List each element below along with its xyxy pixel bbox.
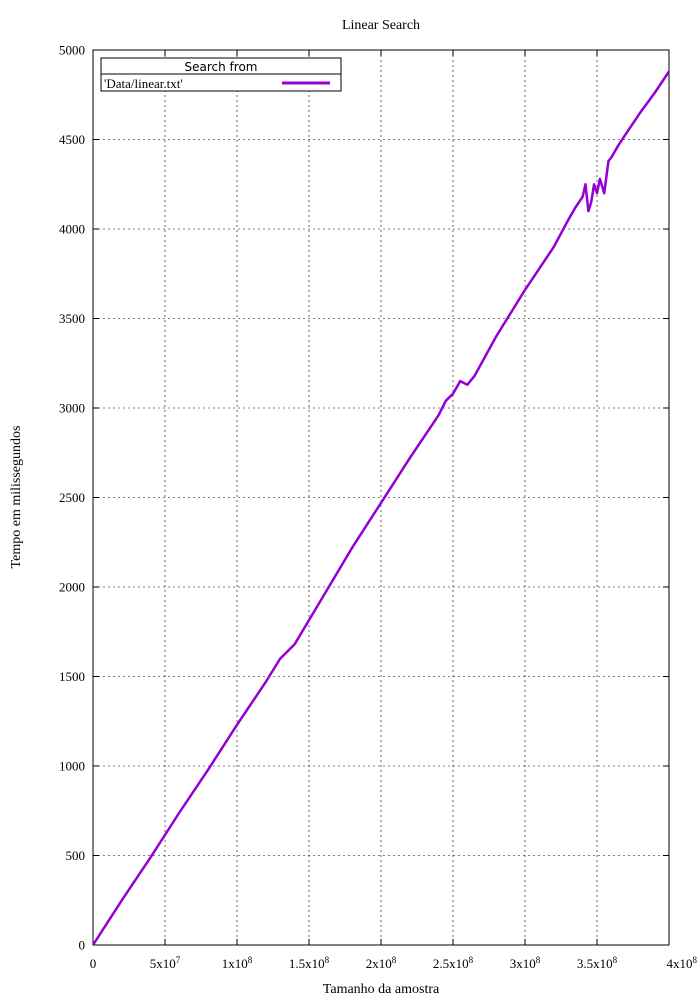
y-tick-label: 5000 xyxy=(59,43,85,58)
y-tick-label: 0 xyxy=(79,938,86,953)
x-tick-label: 3.5x108 xyxy=(577,955,618,971)
grid xyxy=(93,50,669,945)
x-tick-label: 3x108 xyxy=(510,955,541,971)
x-tick-label: 5x107 xyxy=(150,955,181,971)
x-tick-label: 2x108 xyxy=(366,955,397,971)
chart-title: Linear Search xyxy=(342,18,420,33)
y-tick-label: 4500 xyxy=(59,132,85,147)
y-tick-label: 4000 xyxy=(59,222,85,237)
legend-title: Search from xyxy=(185,60,258,74)
legend-entry-label: 'Data/linear.txt' xyxy=(104,76,183,91)
y-tick-label: 2000 xyxy=(59,580,85,595)
series-layer xyxy=(91,70,671,946)
y-tick-label: 1500 xyxy=(59,669,85,684)
y-tick-label: 1000 xyxy=(59,759,85,774)
y-tick-label: 3000 xyxy=(59,401,85,416)
x-axis-label: Tamanho da amostra xyxy=(323,982,440,997)
x-tick-label: 4x108 xyxy=(667,955,698,971)
x-tick-label: 0 xyxy=(90,956,97,971)
y-tick-label: 3500 xyxy=(59,311,85,326)
y-axis-label: Tempo em milissegundos xyxy=(9,426,24,569)
y-tick-label: 500 xyxy=(66,848,86,863)
x-tick-label: 2.5x108 xyxy=(433,955,474,971)
legend: Search from 'Data/linear.txt' xyxy=(100,57,342,92)
series-line xyxy=(91,70,671,946)
y-tick-label: 2500 xyxy=(59,490,85,505)
x-tick-label: 1.5x108 xyxy=(289,955,330,971)
axis-ticks: 0 5x107 1x108 1.5x108 2x108 2.5x108 3x108 3.5x1… xyxy=(59,43,698,972)
x-tick-label: 1x108 xyxy=(222,955,253,971)
